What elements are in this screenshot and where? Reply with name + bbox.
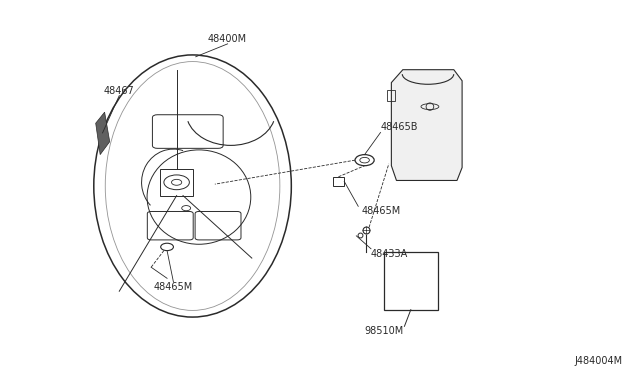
Bar [387, 90, 394, 101]
Bar [333, 177, 344, 186]
Text: 48465B: 48465B [381, 122, 418, 132]
Text: 48465M: 48465M [154, 282, 193, 292]
Text: 48465M: 48465M [362, 206, 401, 216]
Text: 48400M: 48400M [208, 34, 247, 44]
Text: 48433A: 48433A [371, 249, 408, 259]
Text: J484004M: J484004M [575, 356, 623, 366]
Bar [384, 253, 438, 310]
Polygon shape [96, 112, 109, 155]
Bar [160, 169, 193, 196]
Polygon shape [392, 70, 462, 180]
Text: 98510M: 98510M [364, 326, 403, 336]
Text: 48467: 48467 [104, 86, 134, 96]
